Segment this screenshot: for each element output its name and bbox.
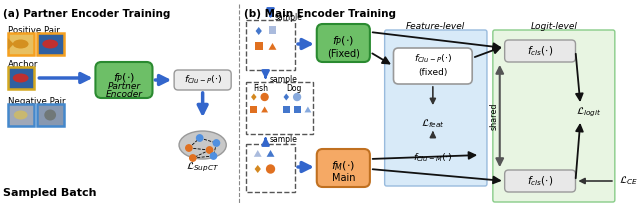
Ellipse shape (179, 131, 227, 159)
Circle shape (196, 135, 203, 141)
Text: Encoder: Encoder (106, 90, 143, 99)
Bar (255, 42, 262, 50)
Circle shape (206, 147, 212, 153)
FancyBboxPatch shape (317, 149, 370, 187)
Bar (294, 105, 301, 113)
FancyBboxPatch shape (505, 170, 575, 192)
Text: $f_P(\cdot)$: $f_P(\cdot)$ (332, 34, 355, 48)
Bar (8, 104, 35, 126)
Polygon shape (267, 150, 275, 157)
Text: $f_M(\cdot)$: $f_M(\cdot)$ (332, 159, 355, 173)
Text: $\mathcal{L}_{SupCT}$: $\mathcal{L}_{SupCT}$ (186, 161, 219, 174)
Text: (Fixed): (Fixed) (327, 48, 360, 58)
FancyBboxPatch shape (174, 70, 231, 90)
Text: Main: Main (332, 173, 355, 183)
Polygon shape (255, 165, 261, 173)
FancyBboxPatch shape (317, 24, 370, 62)
Ellipse shape (14, 110, 28, 120)
Bar (37, 104, 64, 126)
Circle shape (213, 140, 220, 146)
Text: (fixed): (fixed) (418, 68, 447, 77)
FancyBboxPatch shape (246, 82, 313, 134)
Circle shape (211, 153, 216, 159)
FancyBboxPatch shape (95, 62, 152, 98)
Text: Anchor: Anchor (8, 60, 38, 69)
Circle shape (189, 155, 196, 161)
Text: sample: sample (269, 74, 298, 83)
Text: (a) Partner Encoder Training: (a) Partner Encoder Training (3, 9, 170, 19)
FancyBboxPatch shape (385, 30, 487, 186)
Bar (8, 67, 35, 89)
Polygon shape (255, 27, 262, 35)
Text: Fish: Fish (253, 84, 268, 93)
FancyBboxPatch shape (505, 40, 575, 62)
Ellipse shape (13, 73, 29, 83)
Circle shape (267, 165, 275, 173)
Text: $\mathcal{L}_{CE}$: $\mathcal{L}_{CE}$ (619, 175, 637, 187)
Polygon shape (305, 106, 311, 113)
Text: Partner: Partner (108, 82, 141, 91)
FancyBboxPatch shape (394, 48, 472, 84)
Text: $\mathcal{L}_{feat}$: $\mathcal{L}_{feat}$ (421, 117, 445, 130)
Bar (8, 33, 35, 55)
Bar (269, 26, 276, 34)
Circle shape (261, 94, 268, 100)
Text: $f_{Clu-M}(\cdot)$: $f_{Clu-M}(\cdot)$ (413, 151, 452, 163)
Text: Negative Pair: Negative Pair (8, 97, 65, 106)
Ellipse shape (42, 40, 58, 48)
Text: Feature-level: Feature-level (406, 22, 465, 31)
Text: Logit-level: Logit-level (531, 22, 577, 31)
Ellipse shape (44, 109, 56, 120)
Polygon shape (8, 38, 14, 50)
Text: Sampled Batch: Sampled Batch (3, 188, 97, 198)
Text: shared: shared (490, 102, 499, 130)
Text: $\mathcal{L}_{logit}$: $\mathcal{L}_{logit}$ (575, 105, 601, 119)
Text: $f_{cls}(\cdot)$: $f_{cls}(\cdot)$ (527, 174, 553, 188)
Text: $f_{Clu-P}(\cdot)$: $f_{Clu-P}(\cdot)$ (184, 74, 221, 86)
FancyBboxPatch shape (246, 144, 295, 192)
Text: (b) Main Encoder Training: (b) Main Encoder Training (244, 9, 396, 19)
Circle shape (294, 94, 301, 100)
Text: $f_{cls}(\cdot)$: $f_{cls}(\cdot)$ (527, 44, 553, 58)
Text: $f_P(\cdot)$: $f_P(\cdot)$ (113, 71, 135, 85)
Polygon shape (261, 106, 268, 113)
Polygon shape (284, 94, 289, 100)
FancyBboxPatch shape (246, 20, 295, 70)
Text: Positive Pair: Positive Pair (8, 26, 60, 35)
Ellipse shape (13, 40, 29, 48)
Bar (250, 105, 257, 113)
Text: sample: sample (269, 135, 298, 145)
Text: sample: sample (275, 12, 302, 21)
Polygon shape (251, 94, 257, 100)
Circle shape (186, 145, 192, 151)
Text: $f_{Clu-P}(\cdot)$: $f_{Clu-P}(\cdot)$ (414, 53, 452, 65)
Polygon shape (254, 150, 262, 157)
Polygon shape (269, 43, 276, 50)
FancyBboxPatch shape (493, 30, 615, 202)
Text: Dog: Dog (286, 84, 301, 93)
Bar (37, 33, 64, 55)
Bar (283, 105, 290, 113)
